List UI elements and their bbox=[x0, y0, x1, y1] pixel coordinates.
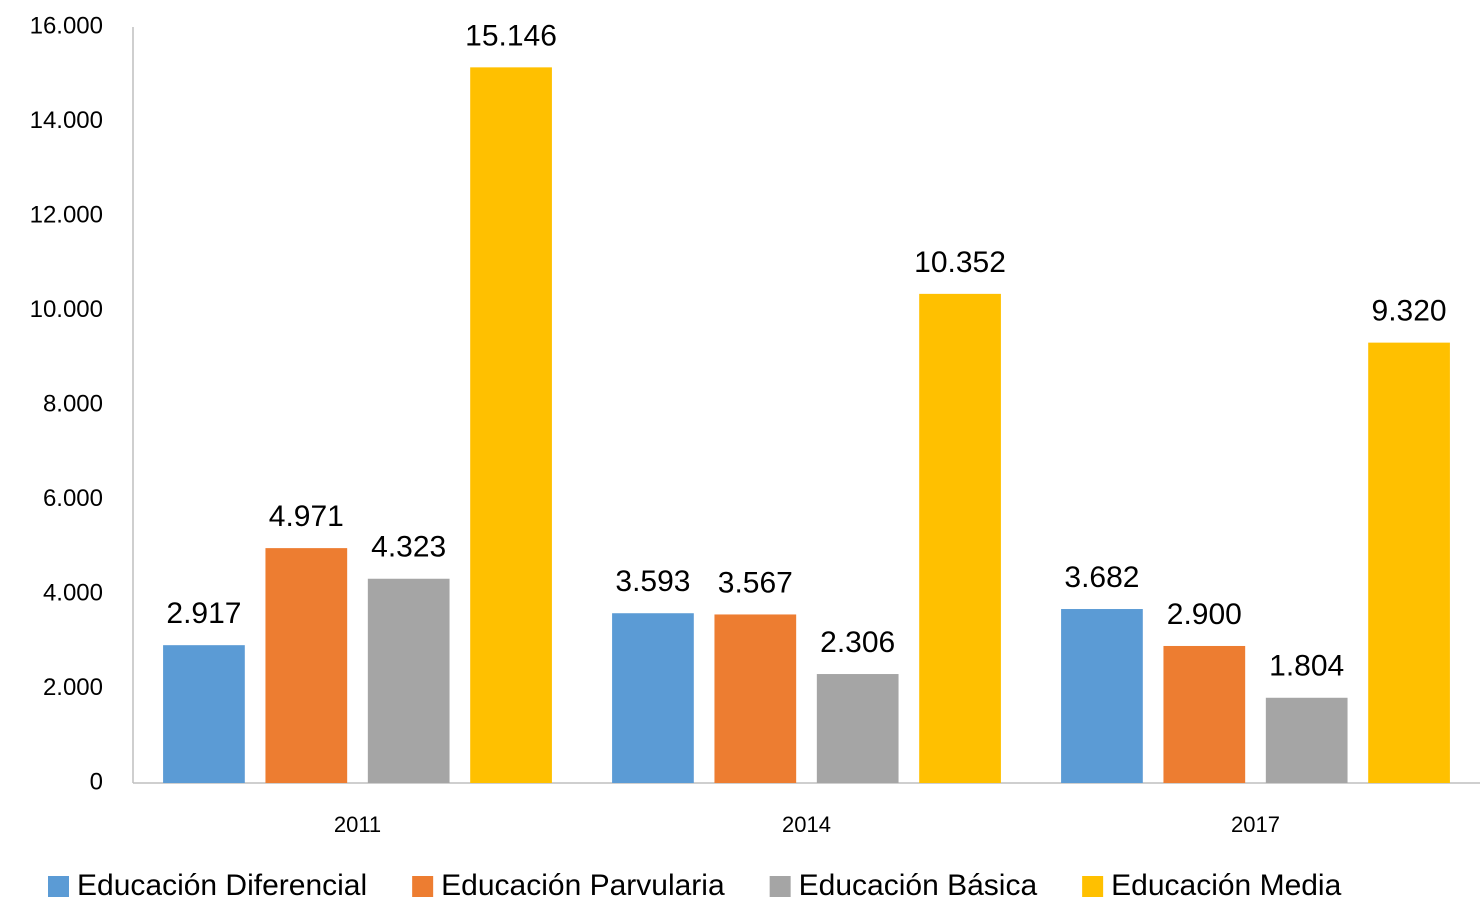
data-label: 2.900 bbox=[1167, 598, 1242, 631]
x-tick-label: 2017 bbox=[1231, 812, 1280, 837]
data-label: 4.971 bbox=[269, 500, 344, 533]
y-tick-label: 10.000 bbox=[30, 296, 103, 323]
y-tick-label: 8.000 bbox=[43, 390, 103, 417]
bar bbox=[919, 293, 1001, 783]
x-tick-label: 2014 bbox=[782, 812, 831, 837]
y-tick-label: 2.000 bbox=[43, 674, 103, 701]
bar bbox=[1061, 609, 1143, 783]
data-label: 2.306 bbox=[820, 626, 895, 659]
bar bbox=[265, 548, 348, 783]
y-tick-label: 12.000 bbox=[30, 201, 103, 228]
data-label: 1.804 bbox=[1269, 650, 1344, 683]
bar bbox=[470, 67, 552, 783]
legend-swatch bbox=[1082, 876, 1104, 897]
legend-swatch bbox=[412, 876, 434, 897]
data-label: 10.352 bbox=[914, 246, 1006, 279]
legend-swatch bbox=[769, 876, 791, 897]
data-label: 4.323 bbox=[371, 531, 446, 564]
y-tick-label: 0 bbox=[90, 768, 103, 795]
y-tick-label: 6.000 bbox=[43, 485, 103, 512]
bar bbox=[816, 674, 899, 783]
data-label: 9.320 bbox=[1372, 295, 1447, 328]
bar bbox=[1368, 342, 1450, 783]
legend-label: Educación Media bbox=[1111, 869, 1341, 901]
legend-label: Educación Parvularia bbox=[441, 869, 725, 901]
bar bbox=[612, 613, 694, 783]
bar bbox=[163, 645, 245, 783]
data-label: 15.146 bbox=[465, 19, 557, 52]
data-label: 3.593 bbox=[615, 565, 690, 598]
y-tick-label: 16.000 bbox=[30, 12, 103, 39]
legend-swatch bbox=[48, 876, 69, 897]
data-label: 3.567 bbox=[718, 566, 793, 599]
x-tick-label: 2011 bbox=[334, 812, 381, 837]
legend-label: Educación Diferencial bbox=[77, 869, 367, 901]
bar bbox=[1163, 645, 1246, 783]
data-label: 2.917 bbox=[166, 597, 241, 630]
bar bbox=[367, 578, 450, 783]
bar bbox=[1265, 697, 1348, 783]
y-tick-label: 4.000 bbox=[43, 579, 103, 606]
data-label: 3.682 bbox=[1064, 561, 1139, 594]
bar bbox=[714, 614, 797, 783]
legend-label: Educación Básica bbox=[799, 869, 1038, 901]
y-tick-label: 14.000 bbox=[30, 107, 103, 134]
